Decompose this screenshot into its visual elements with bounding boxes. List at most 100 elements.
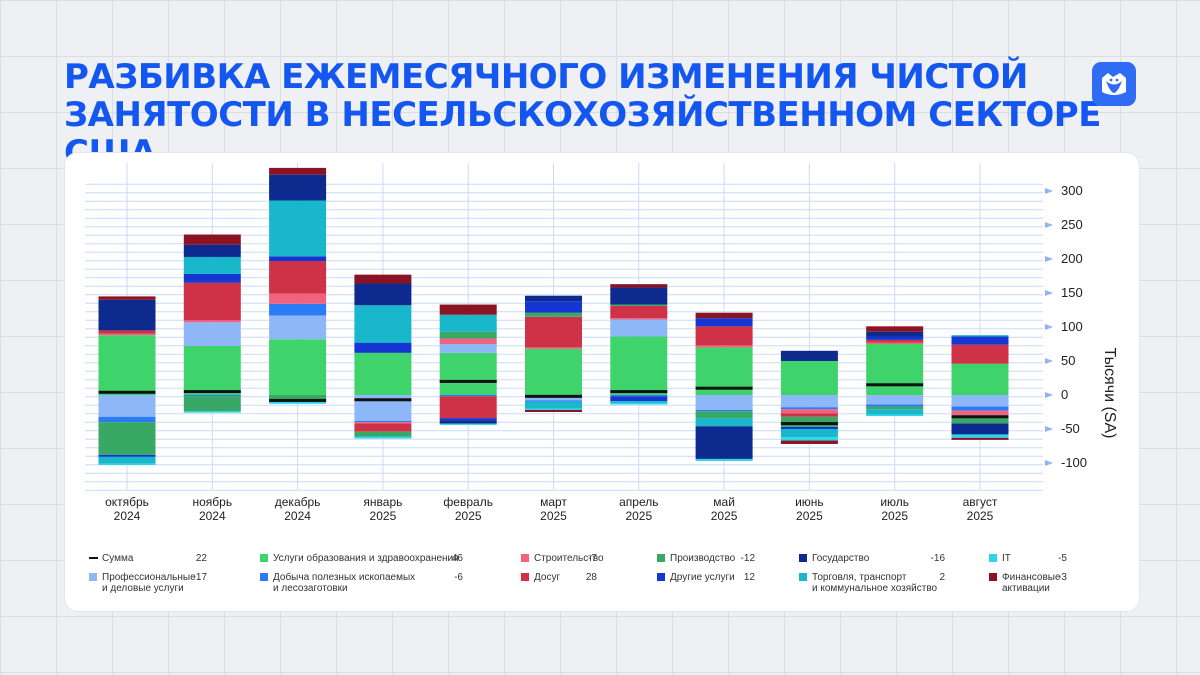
bar-segment-mfg [98,422,156,455]
bar-segment-constr [439,338,497,344]
bar-segment-mining [780,407,838,410]
bar-segment-mfg [525,312,582,317]
bar-segment-mining [183,395,241,397]
bar-segment-prof [439,344,497,353]
x-tick-label-year: 2024 [199,509,226,523]
x-tick-label-month: февраль [443,495,493,509]
bar-segment-mfg [183,396,241,412]
bar-segment-trade [866,409,924,415]
total-marker [354,398,412,402]
bar-segment-edu [525,348,582,395]
bar-segment-fin [695,312,753,319]
bar-segment-fin [610,284,668,288]
bar-segment-mining [354,420,412,423]
bar-segment-prof [98,395,156,417]
x-tick-label-month: июнь [795,495,824,509]
chart-card: 300 250 200 150 100 50 0 -50 -100 Тысячи (SA) октя… [64,152,1140,612]
bar-segment-leisure [951,344,1009,364]
bar-segment-constr [951,410,1009,416]
bar-segment-trade [695,418,753,427]
y-tick-arrow [1045,460,1053,466]
bar-segment-fin [183,234,241,245]
x-tick-label-month: август [963,495,998,509]
x-tick-label-year: 2025 [881,509,908,523]
y-tick-label: 300 [1061,183,1083,198]
bar-segment-edu [866,344,924,395]
bar-segment-fin [951,437,1009,440]
page-title: РАЗБИВКА ЕЖЕМЕСЯЧНОГО ИЗМЕНЕНИЯ ЧИСТОЙ З… [64,58,1104,172]
bar-segment-mining [439,395,497,397]
y-tick-arrow [1045,426,1053,432]
bar-segment-fin [525,409,582,412]
bar-segment-leisure [780,413,838,417]
x-tick-label-month: апрель [619,495,658,509]
bar-segment-edu [183,346,241,395]
bar-segment-leisure [354,423,412,432]
total-marker [610,390,668,394]
bar-segment-constr [525,347,582,349]
bar-segment-mining [525,400,582,402]
x-tick-label-year: 2024 [284,509,311,523]
x-tick-label-month: май [713,495,735,509]
bar-segment-gov [951,423,1009,435]
bar-segment-fin [269,167,327,175]
y-tick-label: -100 [1061,455,1087,470]
total-marker [439,379,497,383]
bar-segment-it [525,408,582,410]
total-marker [866,383,924,387]
x-tick-label-month: октябрь [105,495,149,509]
y-tick-arrow [1045,188,1053,194]
bar-segment-trade [951,335,1009,337]
bar-segment-fin [780,440,838,444]
x-tick-label-year: 2025 [370,509,397,523]
bar-segment-gov [525,295,582,302]
bar-segment-gov [866,331,924,337]
bar-segment-leisure [866,339,924,343]
bar-segment-mfg [695,411,753,419]
y-tick-arrow [1045,290,1053,296]
x-tick-label-month: июль [880,495,909,509]
bar-segment-gov [610,287,668,305]
y-tick-label: -50 [1061,421,1080,436]
bar-segment-other [439,418,497,421]
y-tick-label: 0 [1061,387,1068,402]
bar-segment-mfg [610,304,668,306]
bar-segment-leisure [610,305,668,319]
bar-segment-trade [439,314,497,332]
bar-segment-edu [354,352,412,395]
total-marker [183,390,241,394]
bar-segment-it [269,401,327,404]
bar-segment-leisure [695,326,753,346]
bar-segment-prof [780,395,838,408]
bar-segment-mfg [951,415,1009,424]
x-tick-label-month: ноябрь [192,495,232,509]
title-line-1: РАЗБИВКА ЕЖЕМЕСЯЧНОГО ИЗМЕНЕНИЯ ЧИСТОЙ [64,57,1028,97]
bar-segment-mfg [269,395,327,402]
bar-segment-edu [98,335,156,395]
bar-segment-other [866,336,924,340]
x-tick-label-year: 2025 [796,509,823,523]
bar-segment-prof [269,315,327,340]
bar-segment-trade [525,401,582,409]
y-tick-label: 150 [1061,285,1083,300]
bar-segment-gov [780,350,838,361]
bar-segment-mining [951,406,1009,411]
bar-segment-constr [354,422,412,424]
bar-segment-gov [98,299,156,331]
bar-segment-mfg [780,416,838,427]
bar-segment-edu [951,363,1009,395]
bar-segment-trade [780,429,838,438]
bar-segment-fin [439,304,497,315]
bar-segment-it [354,436,412,439]
total-marker [695,386,753,390]
y-tick-label: 50 [1061,353,1075,368]
bar-segment-fin [354,274,412,284]
bar-segment-other [98,454,156,457]
bar-segment-it [695,458,753,461]
bar-segment-leisure [525,316,582,348]
bar-segment-edu [269,339,327,395]
bar-segment-trade [183,256,241,274]
y-tick-arrow [1045,256,1053,262]
bar-segment-other [610,396,668,402]
bar-segment-leisure [269,261,327,294]
